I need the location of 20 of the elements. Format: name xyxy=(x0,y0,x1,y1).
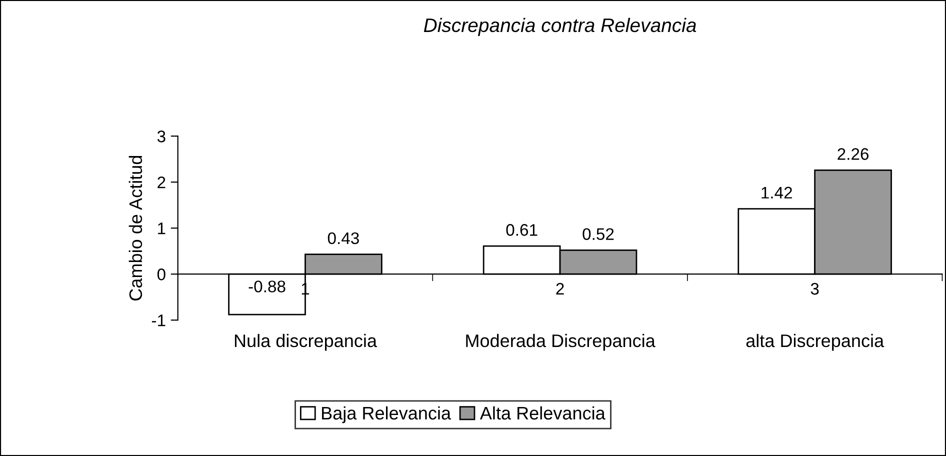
y-tick-label: 1 xyxy=(158,222,166,234)
data-label: 2.26 xyxy=(838,148,869,160)
y-axis-title: Cambio de Actitud xyxy=(128,156,142,300)
text: Nula discrepancia xyxy=(234,334,378,351)
legend-label: Alta Relevancia xyxy=(480,406,606,420)
chart-title: Discrepancia contra Relevancia xyxy=(424,18,696,36)
text: Moderada Discrepancia xyxy=(466,334,656,351)
data-label: -0.88 xyxy=(248,280,286,292)
y-tick-label: -1 xyxy=(152,314,166,326)
x-tick-label: 3 xyxy=(810,282,819,295)
data-label: 1.42 xyxy=(762,186,792,198)
text: alta Discrepancia xyxy=(746,334,884,351)
legend-label: Baja Relevancia xyxy=(322,406,452,424)
y-tick-label: 3 xyxy=(157,130,166,142)
x-tick-label: 2 xyxy=(556,282,564,295)
data-label: 0.43 xyxy=(328,232,359,244)
y-tick-label: 0 xyxy=(157,268,166,280)
data-label: 0.61 xyxy=(506,224,538,236)
y-tick-label: 2 xyxy=(158,176,166,188)
data-label: 0.52 xyxy=(582,228,614,240)
